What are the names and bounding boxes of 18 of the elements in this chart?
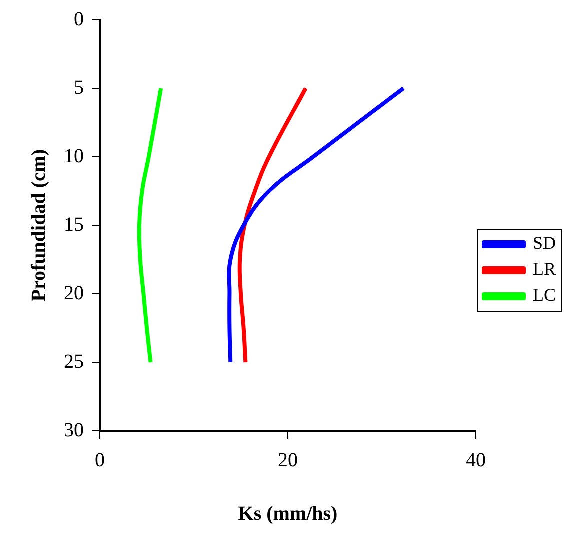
line-series (227, 86, 406, 364)
y-tick-label: 20 (64, 282, 84, 304)
y-tick-label: 30 (64, 419, 84, 442)
y-tick-label: 10 (64, 145, 84, 168)
x-tick-label: 40 (466, 449, 486, 472)
legend-label: SD (532, 233, 556, 254)
legend-label: LC (532, 285, 556, 306)
legend-label: LR (532, 259, 556, 280)
x-tick-label: 20 (278, 449, 298, 472)
x-axis-title: Ks (mm/hs) (238, 503, 338, 526)
x-tick-label: 0 (95, 449, 105, 472)
y-tick-label: 25 (64, 350, 84, 373)
line-series (238, 86, 308, 364)
line-series (137, 86, 164, 364)
y-tick-label: 15 (64, 214, 84, 236)
y-tick-label: 0 (74, 8, 84, 30)
y-axis-title: Profundidad (cm) (28, 149, 50, 302)
y-tick-label: 5 (74, 76, 84, 99)
